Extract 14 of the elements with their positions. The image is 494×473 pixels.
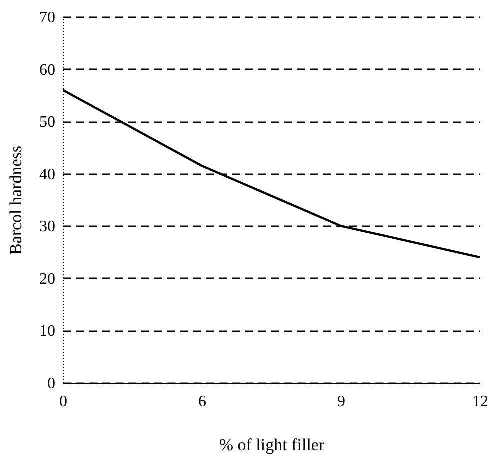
x-tick-label: 12 [472, 394, 488, 410]
x-tick-label: 9 [338, 394, 346, 410]
x-axis-title: % of light filler [219, 436, 325, 454]
y-tick-label: 70 [40, 10, 56, 26]
y-tick-label: 0 [48, 376, 56, 392]
y-tick-label: 60 [40, 62, 56, 79]
y-tick-label: 40 [40, 166, 56, 184]
y-tick-label: 10 [40, 323, 56, 340]
y-tick-label: 20 [40, 270, 56, 288]
x-tick-label: 0 [60, 394, 68, 410]
x-tick-label: 6 [198, 394, 206, 410]
y-tick-label: 30 [40, 218, 56, 236]
y-axis-title: Barcol hardness [6, 146, 26, 256]
y-tick-label: 50 [40, 114, 56, 132]
